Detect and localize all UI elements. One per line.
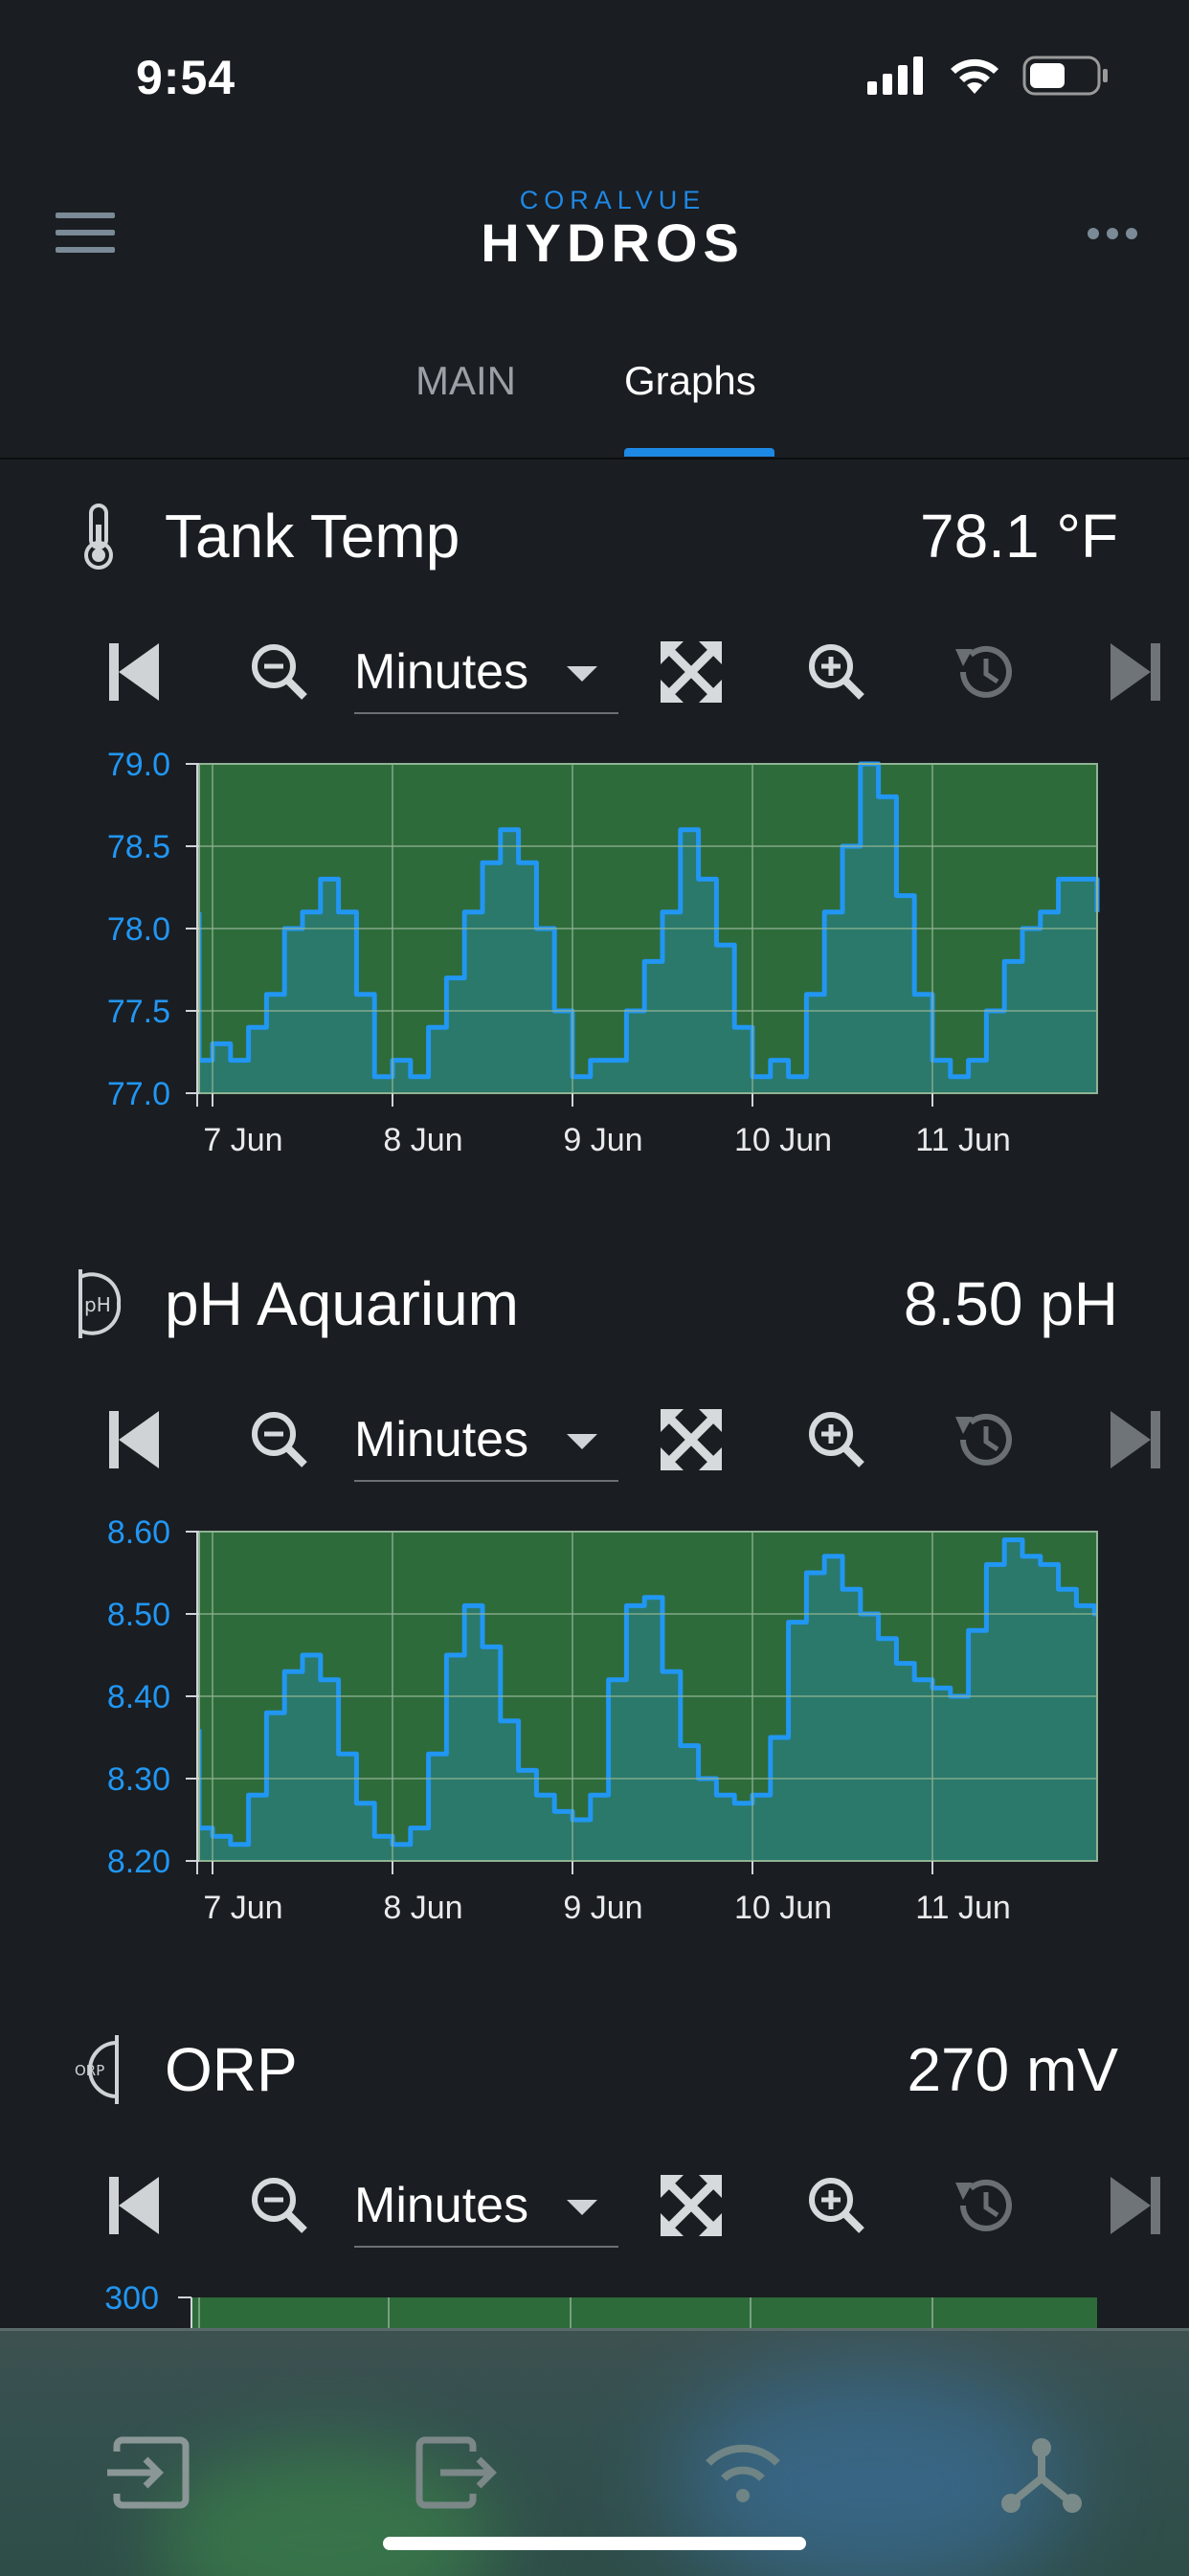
orp-chart: 300: [0, 2280, 1189, 2328]
zoom-in-icon[interactable]: [802, 1405, 871, 1474]
zoom-out-icon[interactable]: [245, 2171, 314, 2240]
graph-card-orp: ORP ORP 270 mV Minutes 300: [0, 2031, 1189, 2328]
fit-expand-icon[interactable]: [657, 638, 726, 706]
menu-icon[interactable]: [56, 213, 115, 253]
chart-svg: 79.0 78.5 78.0 77.5 77.0 7 Jun 8 Jun 9 Jun 10 Ju…: [107, 747, 1100, 1158]
fit-expand-icon[interactable]: [657, 1405, 726, 1474]
x-tick-label: 9 Jun: [563, 1890, 642, 1926]
x-tick-label: 11 Jun: [915, 1122, 1011, 1158]
history-icon[interactable]: [950, 1405, 1019, 1474]
time-range-label: Minutes: [354, 644, 529, 700]
ph-probe-icon: pH: [79, 1269, 122, 1338]
time-range-dropdown[interactable]: Minutes: [354, 2163, 618, 2248]
zoom-out-icon[interactable]: [245, 638, 314, 706]
card-title: ORP: [165, 2035, 298, 2104]
y-tick-label: 78.0: [107, 911, 170, 948]
fit-expand-icon[interactable]: [657, 2171, 726, 2240]
y-tick-label: 8.40: [107, 1679, 170, 1715]
time-range-dropdown[interactable]: Minutes: [354, 630, 618, 714]
tab-main[interactable]: MAIN: [415, 358, 516, 403]
status-time: 9:54: [136, 51, 236, 104]
logo-brand: CORALVUE: [519, 186, 707, 214]
x-tick-label: 10 Jun: [734, 1122, 832, 1158]
logo-product: HYDROS: [481, 213, 745, 273]
y-tick-label: 8.60: [107, 1514, 170, 1551]
card-value: 78.1 °F: [919, 502, 1118, 571]
svg-text:ORP: ORP: [75, 2062, 104, 2079]
y-tick-label: 300: [104, 2280, 159, 2317]
ph-chart: 8.60 8.50 8.40 8.30 8.20 7 Jun 8 Jun 9 Jun 10 Ju…: [0, 1514, 1189, 1936]
chart-svg: 300: [104, 2280, 1097, 2328]
bottom-nav: [0, 2328, 1189, 2576]
chevron-down-icon: [567, 666, 597, 682]
network-icon[interactable]: [996, 2427, 1088, 2519]
zoom-in-icon[interactable]: [802, 638, 871, 706]
card-value: 8.50 pH: [903, 1269, 1118, 1338]
y-tick-label: 78.5: [107, 829, 170, 865]
chevron-down-icon: [567, 1434, 597, 1449]
x-tick-label: 8 Jun: [383, 1890, 462, 1926]
home-indicator: [383, 2537, 806, 2550]
time-range-dropdown[interactable]: Minutes: [354, 1398, 618, 1482]
cellular-signal-icon: [867, 56, 923, 95]
y-tick-label: 8.50: [107, 1597, 170, 1633]
chart-svg: 8.60 8.50 8.40 8.30 8.20 7 Jun 8 Jun 9 Jun 10 Ju…: [107, 1514, 1098, 1926]
zoom-out-icon[interactable]: [245, 1405, 314, 1474]
y-tick-label: 77.5: [107, 994, 170, 1030]
y-tick-label: 8.30: [107, 1761, 170, 1798]
thermometer-icon: [84, 504, 113, 570]
tab-graphs[interactable]: Graphs: [624, 358, 756, 403]
skip-to-end-icon[interactable]: [1097, 2171, 1166, 2240]
x-tick-label: 10 Jun: [734, 1890, 832, 1926]
card-title: Tank Temp: [165, 502, 460, 571]
x-tick-label: 7 Jun: [203, 1122, 282, 1158]
skip-to-start-icon[interactable]: [103, 2171, 172, 2240]
x-tick-label: 8 Jun: [383, 1122, 462, 1158]
orp-probe-icon: ORP: [75, 2035, 119, 2104]
y-tick-label: 77.0: [107, 1076, 170, 1112]
card-title: pH Aquarium: [165, 1269, 519, 1338]
battery-icon: [1022, 56, 1108, 96]
skip-to-start-icon[interactable]: [103, 638, 172, 706]
history-icon[interactable]: [950, 638, 1019, 706]
status-icons: [867, 56, 1109, 96]
wifi-status-icon: [951, 58, 998, 94]
app-header: CORALVUE HYDROS: [0, 153, 1189, 306]
graph-toolbar: Minutes: [0, 620, 1189, 726]
skip-to-start-icon[interactable]: [103, 1405, 172, 1474]
svg-text:pH: pH: [84, 1293, 111, 1316]
y-tick-label: 79.0: [107, 747, 170, 783]
input-icon[interactable]: [103, 2427, 195, 2519]
app-logo: CORALVUE HYDROS: [460, 186, 766, 281]
history-icon[interactable]: [950, 2171, 1019, 2240]
chevron-down-icon: [567, 2200, 597, 2215]
series-line: [196, 1537, 1097, 1848]
series-area: [199, 1539, 1097, 1861]
skip-to-end-icon[interactable]: [1097, 638, 1166, 706]
time-range-label: Minutes: [354, 1412, 529, 1467]
graph-toolbar: Minutes: [0, 2154, 1189, 2259]
x-tick-label: 9 Jun: [563, 1122, 642, 1158]
skip-to-end-icon[interactable]: [1097, 1405, 1166, 1474]
temp-chart: 79.0 78.5 78.0 77.5 77.0 7 Jun 8 Jun 9 Jun 10 Ju…: [0, 747, 1189, 1168]
x-tick-label: 11 Jun: [915, 1890, 1011, 1926]
graph-toolbar: Minutes: [0, 1388, 1189, 1493]
plot-background: [191, 2297, 1097, 2328]
graph-card-tank-temp: Tank Temp 78.1 °F Minutes 79.0 78.5 78.0 77…: [0, 498, 1189, 1187]
wifi-icon[interactable]: [697, 2427, 789, 2519]
card-value: 270 mV: [907, 2035, 1118, 2104]
status-bar: 9:54: [0, 0, 1189, 153]
graph-card-ph: pH pH Aquarium 8.50 pH Minutes 8.60 8.50 8…: [0, 1266, 1189, 1955]
output-icon[interactable]: [406, 2427, 498, 2519]
y-tick-label: 8.20: [107, 1844, 170, 1880]
time-range-label: Minutes: [354, 2178, 529, 2233]
x-tick-label: 7 Jun: [203, 1890, 282, 1926]
active-tab-indicator: [624, 448, 774, 457]
zoom-in-icon[interactable]: [802, 2171, 871, 2240]
more-options-icon[interactable]: [1086, 214, 1139, 253]
tab-bar: MAIN Graphs: [0, 345, 1189, 459]
